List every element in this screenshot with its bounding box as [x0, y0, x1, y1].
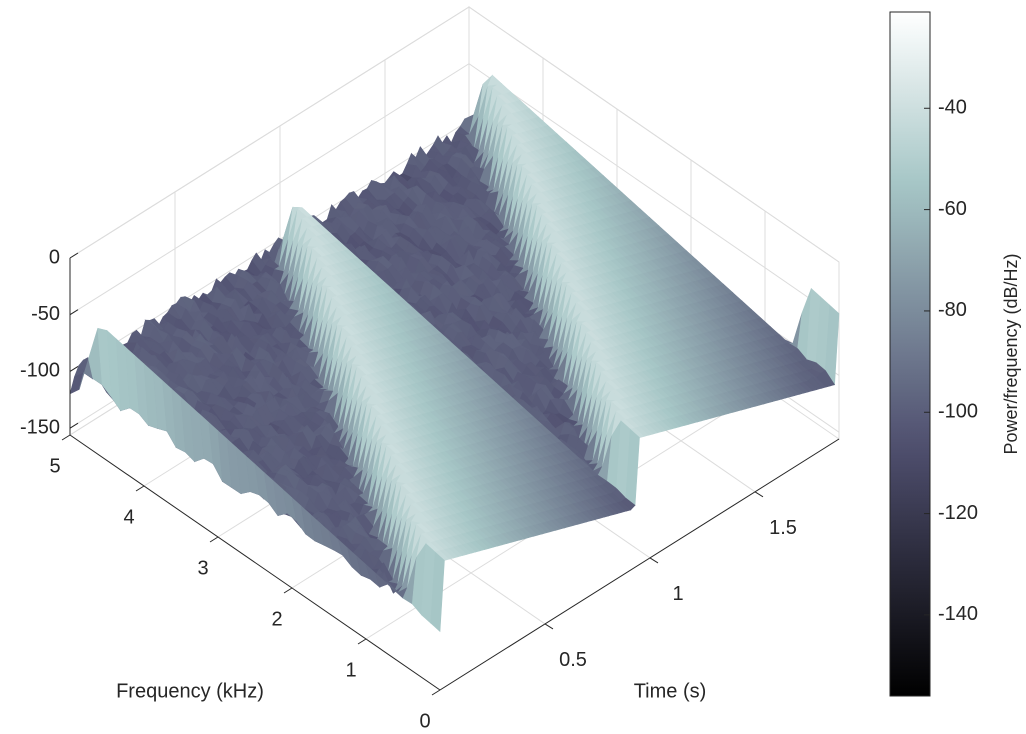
colorbar-tick-label: -120: [938, 502, 978, 524]
y-tick: [209, 536, 219, 543]
y-tick-label: 1: [345, 659, 356, 681]
colorbar: [889, 11, 931, 697]
z-tick: [69, 422, 79, 429]
y-axis: [69, 434, 441, 691]
y-tick-label: 2: [271, 608, 282, 630]
z-tick: [69, 366, 79, 372]
y-tick-label: 0: [419, 710, 430, 732]
z-tick-label: 0: [49, 246, 60, 268]
x-tick: [544, 623, 554, 630]
x-axis-label: Time (s): [634, 680, 707, 702]
x-tick-label: 1.5: [769, 517, 797, 539]
z-tick-label: -100: [20, 360, 60, 382]
x-tick-label: 1: [672, 583, 683, 605]
grid-line: [69, 63, 840, 320]
colorbar-tick-label: -100: [938, 401, 978, 423]
x-tick-label: 0.5: [559, 649, 587, 671]
y-tick-label: 4: [123, 506, 134, 528]
y-tick: [431, 689, 441, 696]
z-tick-label: -50: [31, 303, 60, 325]
y-tick-label: 5: [49, 455, 60, 477]
y-tick: [61, 434, 71, 441]
surface-patch: [430, 551, 445, 633]
x-tick: [649, 557, 659, 564]
y-tick: [357, 638, 367, 645]
colorbar-tick-label: -80: [938, 299, 967, 321]
colorbar-tick-label: -140: [938, 603, 978, 625]
z-tick: [69, 309, 79, 316]
colorbar-label: Power/frequency (dB/Hz): [1001, 253, 1021, 454]
colorbar-tick-label: -60: [938, 198, 967, 220]
y-tick-label: 3: [197, 557, 208, 579]
z-tick-label: -150: [20, 416, 60, 438]
x-tick: [754, 491, 764, 498]
y-tick: [283, 587, 293, 594]
y-axis-label: Frequency (kHz): [116, 680, 264, 702]
y-tick: [135, 485, 145, 492]
x-axis: [439, 438, 840, 691]
z-tick: [69, 252, 79, 259]
colorbar-tick-label: -40: [938, 97, 967, 119]
grid-line: [69, 6, 840, 263]
